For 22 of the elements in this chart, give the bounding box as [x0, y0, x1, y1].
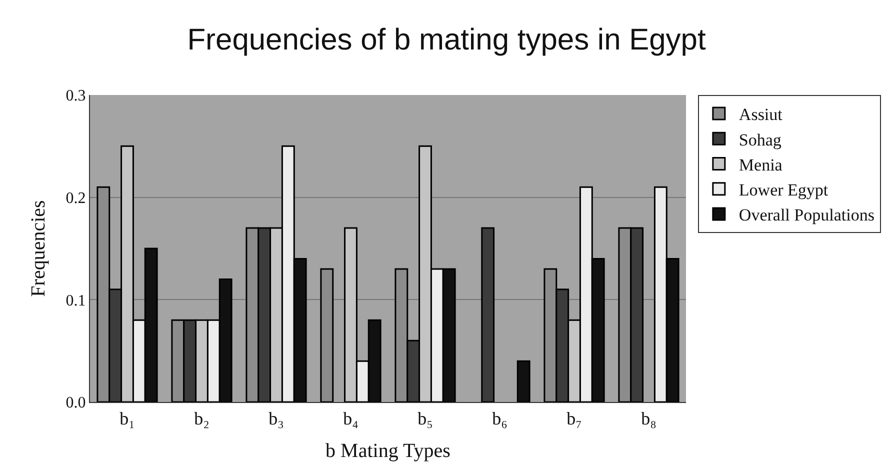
x-tick-label: b₂	[194, 408, 210, 429]
x-tick-label: b₃	[268, 408, 284, 429]
x-tick-label: b₅	[418, 408, 433, 429]
legend-label: Assiut	[738, 105, 783, 124]
x-tick-label: b₈	[641, 408, 656, 429]
legend-label: Menia	[738, 155, 783, 174]
x-tick-label: b₁	[120, 408, 135, 429]
bar	[516, 360, 530, 402]
y-axis-title: Frequencies	[27, 200, 50, 297]
y-tick-label: 0.0	[66, 394, 86, 412]
legend-label: Overall Populations	[738, 206, 874, 225]
legend-label: Sohag	[738, 130, 782, 150]
y-tick-label: 0.2	[66, 190, 86, 207]
legend-label: Lower Egypt	[738, 180, 828, 200]
bar	[320, 268, 334, 402]
chart-title: Frequencies of b mating types in Egypt	[187, 23, 706, 56]
x-tick-label: b₄	[343, 408, 358, 429]
x-tick-label: b₆	[492, 408, 508, 429]
y-tick-label: 0.3	[66, 88, 86, 105]
x-axis-title: b Mating Types	[326, 440, 451, 462]
y-tick-label: 0.1	[66, 292, 86, 310]
x-tick-label: b₇	[566, 408, 582, 429]
